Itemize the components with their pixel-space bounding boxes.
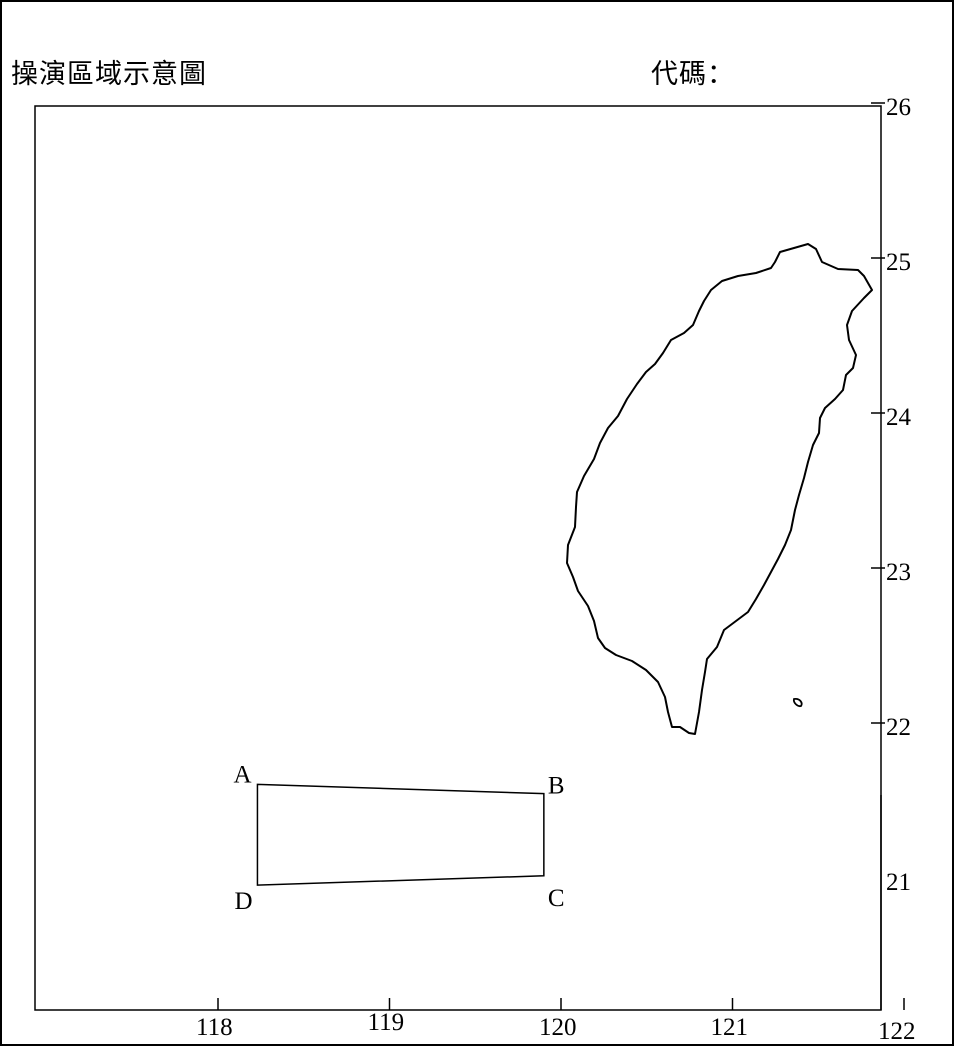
small-island (792, 697, 803, 708)
lon-tick-label: 119 (368, 1009, 405, 1036)
vertex-label-a: A (233, 761, 251, 788)
latitude-axis: 26 25 24 23 22 21 (871, 94, 912, 896)
exercise-area-vertex-labels: A B C D (233, 761, 564, 915)
lat-tick-label: 21 (886, 869, 911, 896)
taiwan-island (566, 243, 873, 735)
vertex-label-c: C (548, 885, 565, 912)
lat-tick-label: 25 (886, 249, 911, 276)
lat-tick-label: 23 (886, 559, 911, 586)
code-label: 代碼： (651, 59, 735, 90)
lat-tick-label: 26 (886, 94, 911, 121)
lon-tick-label: 120 (539, 1014, 577, 1041)
map-frame (34, 105, 882, 1011)
lon-tick-label: 118 (196, 1014, 233, 1041)
page-title: 操演區域示意圖 (11, 59, 207, 90)
exercise-area-polygon (256, 783, 545, 886)
lat-tick-label: 24 (886, 404, 912, 431)
longitude-axis: 118 119 120 121 122 (196, 998, 916, 1045)
vertex-label-d: D (234, 888, 252, 915)
lon-tick-label: 122 (878, 1018, 916, 1045)
lon-tick-label: 121 (711, 1014, 749, 1041)
lat-tick-label: 22 (886, 714, 911, 741)
vertex-label-b: B (548, 773, 565, 800)
